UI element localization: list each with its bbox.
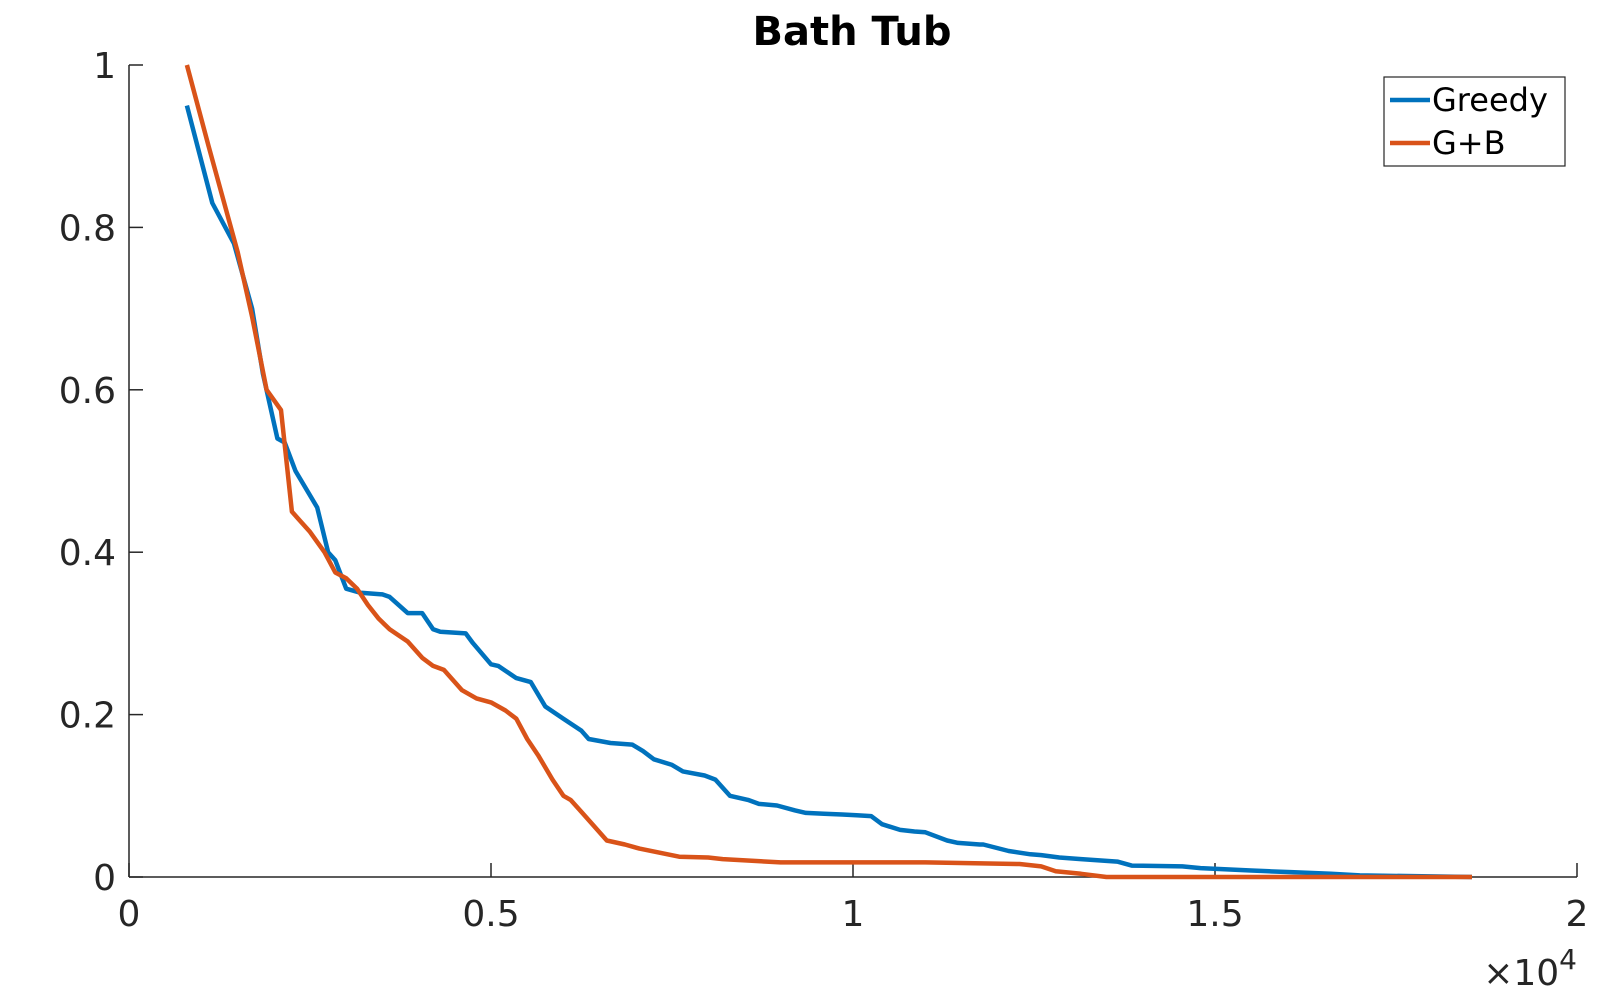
y-tick-label: 0.6 xyxy=(59,371,116,412)
legend: Greedy G+B xyxy=(1383,76,1566,167)
x-tick-label: 1 xyxy=(842,894,865,935)
legend-label: G+B xyxy=(1432,124,1506,162)
chart-title: Bath Tub xyxy=(752,9,951,55)
plot-axes: 0 0.5 1 1.5 2 0 0.2 0.4 0.6 0.8 1 ×104 xyxy=(59,46,1589,990)
x-tick-label: 1.5 xyxy=(1186,894,1243,935)
y-tick-label: 0.2 xyxy=(59,696,116,737)
x-exponent-label: ×104 xyxy=(1483,943,1577,990)
y-tick-label: 1 xyxy=(93,46,116,87)
series-line-2 xyxy=(184,64,1472,880)
y-tick-label: 0.8 xyxy=(59,208,116,249)
x-tick-label: 2 xyxy=(1566,894,1589,935)
y-tick-label: 0.4 xyxy=(59,533,116,574)
legend-box xyxy=(1383,76,1566,167)
x-tick-label: 0 xyxy=(118,894,141,935)
legend-label: Greedy xyxy=(1432,81,1548,119)
y-tick-label: 0 xyxy=(93,858,116,899)
series-line-1 xyxy=(184,105,1473,880)
series-layer xyxy=(184,64,1473,880)
x-tick-label: 0.5 xyxy=(462,894,519,935)
